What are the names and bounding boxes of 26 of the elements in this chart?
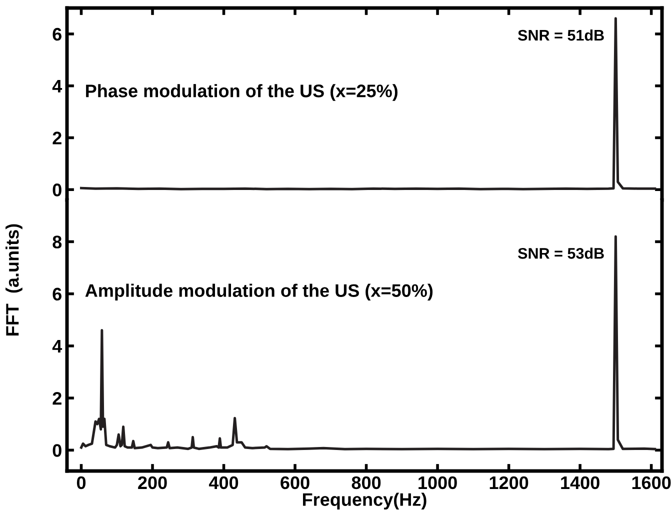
x-tick-label: 0 (76, 476, 86, 490)
x-tick-label: 1200 (490, 476, 528, 490)
y-tick-label: 2 (52, 392, 62, 405)
y-tick-label: 2 (52, 132, 62, 144)
x-axis-title: Frequency(Hz) (303, 492, 426, 510)
x-tick-label: 400 (208, 476, 238, 490)
x-tick-label: 800 (352, 476, 381, 490)
y-tick-label: 0 (52, 184, 62, 196)
y-tick-label: 6 (52, 28, 62, 41)
y-axis-title: FFT (a.units) (6, 224, 22, 336)
x-tick-label: 1600 (632, 476, 671, 490)
x-tick-label: 600 (280, 476, 310, 490)
y-tick-label: 4 (52, 80, 62, 92)
annotation: SNR = 51dB (518, 29, 604, 41)
x-tick-label: 1400 (561, 476, 600, 490)
y-tick-label: 8 (52, 236, 62, 248)
annotation: SNR = 53dB (518, 248, 604, 259)
annotation: Amplitude modulation of the US (x=50%) (85, 284, 433, 301)
x-tick-label: 1000 (418, 476, 457, 490)
line-series (80, 235, 656, 450)
x-tick-label: 200 (138, 476, 167, 490)
line-series (80, 17, 656, 190)
y-tick-label: 4 (52, 340, 62, 352)
annotation: Phase modulation of the US (x=25%) (86, 84, 398, 101)
y-tick-label: 0 (52, 444, 62, 457)
y-tick-label: 6 (52, 288, 62, 301)
